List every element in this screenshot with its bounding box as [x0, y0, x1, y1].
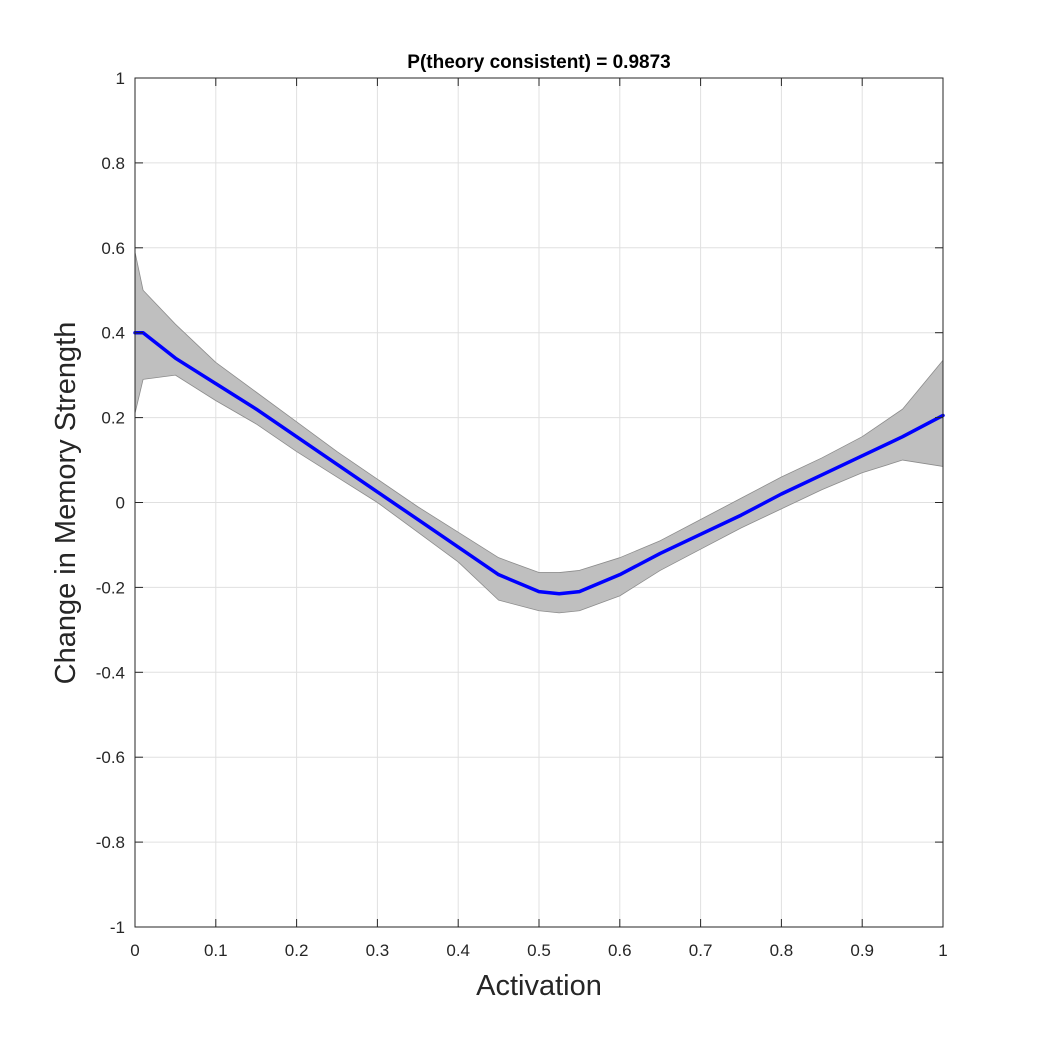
y-tick-labels: -1 -0.8 -0.6 -0.4 -0.2 0 0.2 0.4 0.6 0.8 1: [96, 69, 125, 937]
x-tick-label: 1: [938, 941, 947, 960]
x-tick-label: 0.3: [366, 941, 390, 960]
x-tick-label: 0.2: [285, 941, 309, 960]
axes-layer: [134, 77, 944, 928]
x-tick-labels: 0 0.1 0.2 0.3 0.4 0.5 0.6 0.7 0.8 0.9 1: [130, 941, 947, 960]
y-tick-label: -0.8: [96, 833, 125, 852]
x-tick-label: 0.9: [850, 941, 874, 960]
y-tick-label: -0.2: [96, 578, 125, 597]
series-line: [133, 330, 945, 596]
y-tick-label: -0.4: [96, 663, 125, 682]
y-tick-label: 0.8: [101, 154, 125, 173]
y-tick-label: -0.6: [96, 748, 125, 767]
x-axis-label: Activation: [476, 970, 602, 1002]
y-axis-label: Change in Memory Strength: [50, 322, 82, 685]
x-tick-label: 0.7: [689, 941, 713, 960]
series-line-layer: [133, 330, 945, 596]
y-tick-label: 0: [116, 494, 125, 513]
y-tick-label: 1: [116, 69, 125, 88]
chart-title: P(theory consistent) = 0.9873: [407, 52, 670, 73]
y-tick-label: 0.6: [101, 239, 125, 258]
x-tick-label: 0.4: [446, 941, 470, 960]
x-tick-label: 0.5: [527, 941, 551, 960]
x-tick-label: 0: [130, 941, 139, 960]
x-tick-label: 0.6: [608, 941, 632, 960]
grid-layer: [135, 78, 943, 927]
x-tick-label: 0.1: [204, 941, 228, 960]
y-tick-label: -1: [110, 918, 125, 937]
y-tick-label: 0.2: [101, 409, 125, 428]
y-tick-label: 0.4: [101, 324, 125, 343]
x-tick-label: 0.8: [770, 941, 794, 960]
